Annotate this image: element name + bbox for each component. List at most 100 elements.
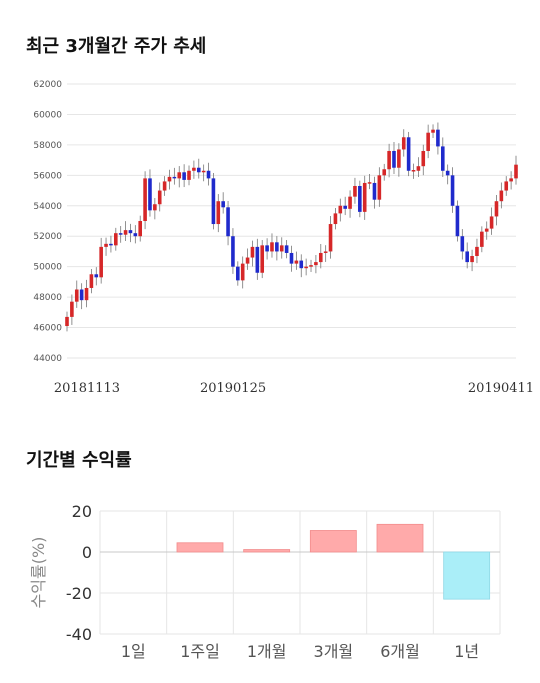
candle xyxy=(460,236,465,252)
candle xyxy=(94,274,99,278)
candle xyxy=(309,265,313,267)
candle xyxy=(109,243,113,246)
y-tick-label: -40 xyxy=(66,625,92,644)
candle xyxy=(494,201,499,217)
y-tick-label: 50000 xyxy=(33,263,62,273)
category-label: 6개월 xyxy=(380,642,420,661)
candle xyxy=(362,182,367,212)
candle xyxy=(475,246,479,257)
candle xyxy=(333,213,338,225)
candle xyxy=(128,230,133,234)
candle xyxy=(504,181,509,191)
y-tick-label: 0 xyxy=(82,543,92,562)
candle xyxy=(440,146,445,171)
candle xyxy=(401,137,406,150)
y-tick-label: 60000 xyxy=(33,110,62,120)
candle xyxy=(445,170,450,176)
candle xyxy=(84,287,89,301)
candlestick-chart: 44000 46000 48000 50000 52000 54000 56000 58000… xyxy=(33,80,534,396)
candle xyxy=(211,178,216,225)
candle xyxy=(221,201,225,208)
candle xyxy=(489,216,494,229)
candle xyxy=(421,150,426,167)
category-label: 1년 xyxy=(454,642,479,661)
candle xyxy=(162,181,167,191)
candle xyxy=(157,190,162,205)
candle xyxy=(416,166,421,171)
return-bar xyxy=(443,551,491,600)
y-tick-label: 46000 xyxy=(33,324,62,334)
candle xyxy=(133,233,138,237)
y-tick-label: 56000 xyxy=(33,171,62,181)
candle xyxy=(118,233,123,235)
candle xyxy=(245,257,250,264)
candle xyxy=(65,316,69,327)
candle xyxy=(480,231,484,247)
y-tick-label: 48000 xyxy=(33,293,62,303)
candle xyxy=(148,178,152,211)
candle xyxy=(74,289,79,302)
candle xyxy=(387,150,391,170)
y-tick-label: 62000 xyxy=(33,80,62,90)
candle xyxy=(70,301,74,317)
return-bar xyxy=(243,549,291,553)
candle xyxy=(206,170,211,179)
candle xyxy=(314,262,318,266)
candle xyxy=(338,205,343,214)
candle xyxy=(294,260,299,264)
candle xyxy=(499,190,504,202)
candle xyxy=(397,149,401,168)
candle xyxy=(328,224,333,252)
candle xyxy=(187,170,191,180)
candle xyxy=(114,233,118,246)
candle xyxy=(406,137,411,171)
candle xyxy=(260,245,265,273)
candle xyxy=(514,164,518,179)
returns-title: 기간별 수익률 xyxy=(26,450,132,471)
candle xyxy=(372,182,377,200)
candle xyxy=(426,132,430,151)
y-axis-label: 수익률(%) xyxy=(29,537,48,609)
candle xyxy=(450,175,455,206)
y-tick-label: 20 xyxy=(72,502,92,521)
candle xyxy=(318,252,323,263)
candle xyxy=(231,236,235,267)
candle xyxy=(167,176,172,182)
x-date-label: 20190125 xyxy=(200,381,266,396)
candle xyxy=(104,243,108,247)
candle xyxy=(143,178,147,221)
candle xyxy=(265,245,269,252)
candle xyxy=(382,169,387,176)
category-label: 1주일 xyxy=(180,642,220,661)
candle xyxy=(172,176,177,179)
candle xyxy=(89,274,94,288)
candle xyxy=(353,185,357,197)
stock-trend-title: 최근 3개월간 주가 추세 xyxy=(26,36,207,57)
candle xyxy=(138,221,143,237)
candle xyxy=(470,256,474,263)
candle xyxy=(99,246,103,278)
candle xyxy=(299,260,304,269)
candle xyxy=(153,204,157,211)
candle xyxy=(411,170,416,172)
candle xyxy=(343,205,347,209)
category-label: 3개월 xyxy=(314,642,354,661)
y-tick-label: 52000 xyxy=(33,232,62,242)
candle xyxy=(79,289,84,301)
candle xyxy=(240,263,245,281)
candle xyxy=(250,246,255,258)
candle xyxy=(196,167,201,173)
candle xyxy=(304,266,308,269)
return-bar xyxy=(176,542,224,553)
candle xyxy=(377,175,382,200)
x-date-label: 20190411 xyxy=(468,381,534,396)
candle xyxy=(255,246,260,273)
candle xyxy=(455,205,460,237)
candle xyxy=(358,185,362,212)
candle xyxy=(123,230,128,235)
candle xyxy=(436,129,440,147)
candle xyxy=(509,178,513,182)
candle xyxy=(182,172,186,180)
candle xyxy=(465,251,469,263)
x-date-label: 20181113 xyxy=(54,381,120,396)
